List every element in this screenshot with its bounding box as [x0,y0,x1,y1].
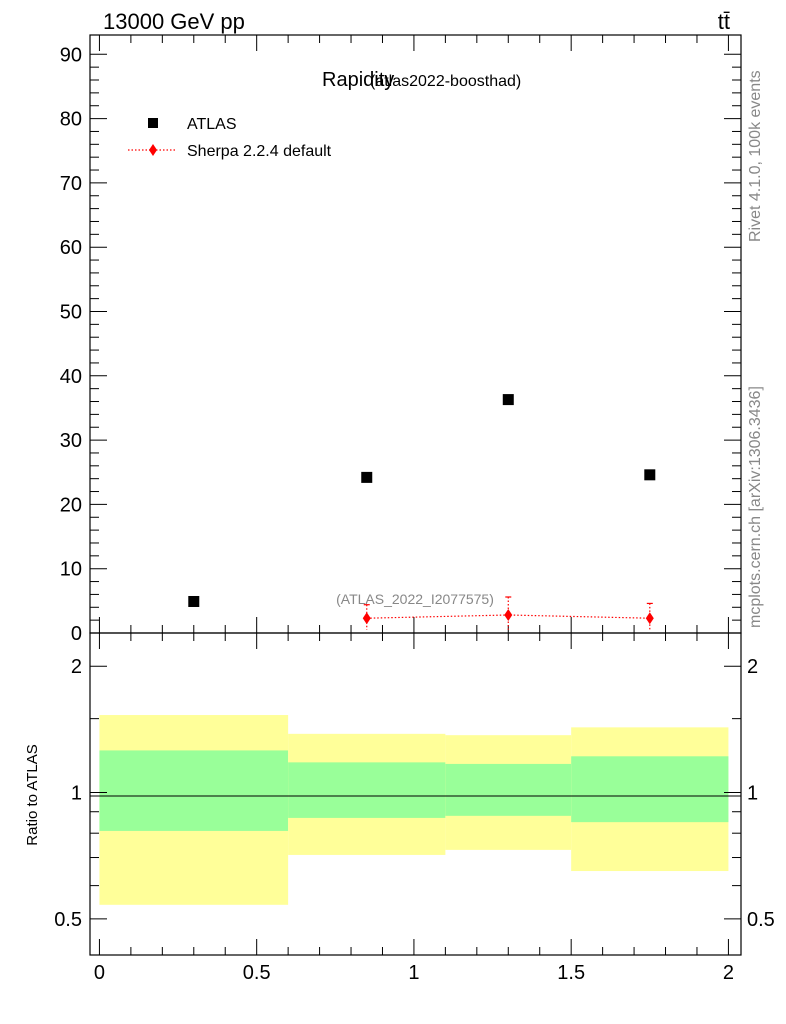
ratio-ytick-label-left: 0.5 [54,909,82,931]
mcplots-site-label: mcplots.cern.ch [arXiv:1306.3436] [747,386,764,628]
ratio-ytick-label-right: 2 [747,656,758,678]
process-label: tt̄ [718,9,730,34]
legend-sherpa-marker [149,144,157,156]
atlas-data-point [502,394,514,406]
atlas-data-point [644,469,656,481]
ratio-xtick-label: 0 [94,962,105,984]
plot-title: Rapidity [322,69,394,91]
sherpa-series-line [366,614,650,619]
plot-subtitle: (atlas2022-boosthad) [370,73,521,90]
ratio-xtick-label: 2 [723,962,734,984]
legend: ATLAS Sherpa 2.2.4 default [128,116,332,160]
ratio-xtick-label: 1.5 [557,962,585,984]
ratio-ytick-label-left: 2 [71,656,82,678]
main-ytick-label: 80 [60,109,82,131]
main-ytick-label: 60 [60,237,82,259]
energy-label: 13000 GeV pp [103,9,245,34]
ratio-plot-panel: 0 0.5 1 1.5 2 0.5 0.5 1 1 2 2 Ratio to ATLAS [24,632,775,984]
ratio-xtick-label: 0.5 [243,962,271,984]
main-ytick-label: 40 [60,366,82,388]
ratio-ytick-label-left: 1 [71,783,82,805]
main-ytick-label: 20 [60,494,82,516]
ratio-ytick-label-right: 1 [747,783,758,805]
main-ytick-label: 30 [60,430,82,452]
ratio-ylabel: Ratio to ATLAS [24,744,41,845]
main-ytick-label: 70 [60,173,82,195]
main-ytick-label: 10 [60,559,82,581]
rivet-version-label: Rivet 4.1.0, 100k events [747,70,764,242]
atlas-data-point [188,595,200,607]
sherpa-data-point [504,608,513,621]
sherpa-data-point [362,612,371,625]
ratio-band-inner [99,750,289,831]
ratio-band-inner [445,763,572,816]
sherpa-data-point [645,612,654,625]
legend-atlas-marker [148,118,158,128]
legend-atlas-label: ATLAS [187,116,237,133]
main-ytick-label: 50 [60,301,82,323]
main-plot-panel: 0 10 20 30 40 50 60 70 80 90 Rapidity (atlas2022-… [60,34,742,645]
main-ytick-label: 90 [60,44,82,66]
analysis-watermark: (ATLAS_2022_I2077575) [336,591,494,607]
ratio-band-inner [288,762,446,818]
legend-sherpa-label: Sherpa 2.2.4 default [187,143,332,160]
ratio-plot-frame [89,632,742,956]
atlas-data-point [361,471,373,483]
ratio-band-inner [571,756,729,823]
main-ytick-label: 0 [71,623,82,645]
ratio-xtick-label: 1 [408,962,419,984]
ratio-ytick-label-right: 0.5 [747,909,775,931]
